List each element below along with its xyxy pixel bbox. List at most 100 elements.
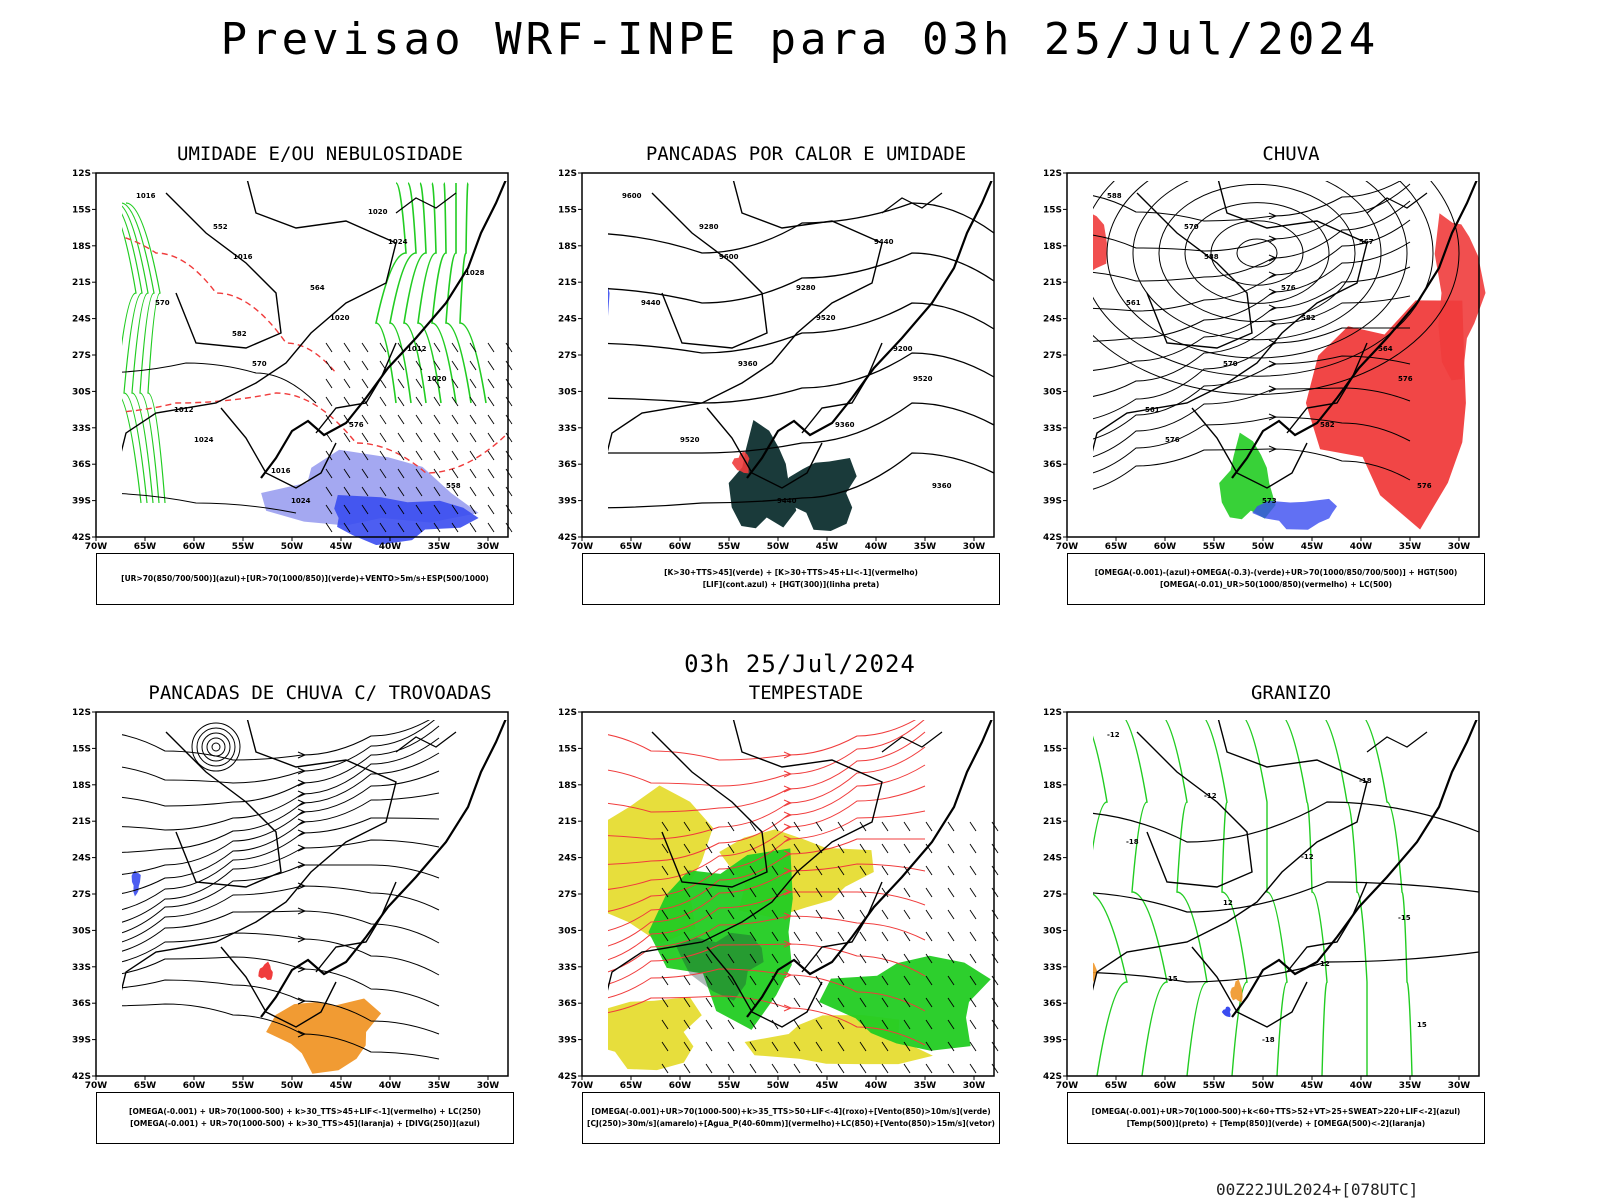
lon-tick-label: 65W — [1105, 1081, 1128, 1091]
wind-vector-850hpa — [991, 997, 999, 1008]
lat-tick-label: 24S — [1043, 854, 1062, 864]
contour-label: 582 — [232, 330, 247, 338]
wind-vector-850hpa — [859, 843, 867, 854]
state-border — [220, 407, 337, 489]
wind-vector-850hpa — [837, 1019, 845, 1030]
state-border — [706, 407, 823, 489]
contour-label: 15 — [1417, 1021, 1427, 1029]
wind-vector — [415, 342, 423, 353]
streamline-arrow — [1268, 212, 1278, 220]
wind-vector-850hpa — [881, 843, 889, 854]
lon-tick-label: 50W — [767, 1081, 790, 1091]
wind-vector-850hpa — [969, 1063, 977, 1074]
wind-vector — [361, 522, 369, 533]
wind-vector — [487, 486, 495, 497]
streamline-850hpa-arrow — [783, 1004, 793, 1012]
wind-vector — [487, 450, 495, 461]
wind-vector-850hpa — [727, 821, 735, 832]
contour-label: 1024 — [194, 436, 214, 444]
jet-circulation-contour — [211, 742, 221, 752]
height-300hpa-contour — [608, 352, 995, 404]
wind-vector-850hpa — [903, 1019, 911, 1030]
wind-vector — [487, 468, 495, 479]
temperature-850hpa-contour — [1093, 735, 1128, 1077]
wind-vector — [487, 522, 495, 533]
wind-vector-850hpa — [969, 1041, 977, 1052]
map-plot: 9600 9600 9520 9520 9520 9440 9440 9440 9360 9360… — [558, 169, 995, 552]
streamline-850hpa-arrow — [783, 888, 793, 896]
lon-tick-label: 45W — [330, 542, 353, 552]
contour-label: 1012 — [174, 406, 194, 414]
wind-vector — [325, 504, 333, 515]
wind-vector-850hpa — [727, 1041, 735, 1052]
pressure-contour — [122, 362, 317, 404]
wind-vector — [505, 450, 513, 461]
andes-border — [98, 313, 121, 513]
wind-vector — [469, 522, 477, 533]
lon-tick-label: 65W — [134, 1081, 157, 1091]
wind-vector — [433, 486, 441, 497]
contour-label: 9360 — [835, 421, 855, 429]
legend-line: [UR>70(850/700/500)](azul)+[UR>70(1000/8… — [121, 574, 489, 583]
wind-vector-850hpa — [705, 975, 713, 986]
state-border — [122, 720, 397, 991]
contour-label: -15 — [1165, 975, 1178, 983]
wind-vector — [505, 378, 513, 389]
wind-vector-850hpa — [837, 909, 845, 920]
lat-tick-label: 12S — [1043, 169, 1062, 179]
lon-tick-label: 30W — [963, 542, 986, 552]
thunderstorm-instability-area — [258, 961, 273, 980]
wind-vector — [397, 378, 405, 389]
lat-tick-label: 24S — [72, 315, 91, 325]
humidity-mid-levels-core — [334, 495, 479, 545]
streamline — [1093, 416, 1411, 474]
streamline-arrow — [1268, 271, 1278, 279]
wind-vector — [487, 360, 495, 371]
wind-vector — [343, 342, 351, 353]
streamline-250hpa-arrow — [297, 799, 307, 807]
wind-vector — [433, 450, 441, 461]
wind-vector — [433, 522, 441, 533]
lon-tick-label: 50W — [1252, 542, 1275, 552]
wind-vector-850hpa — [705, 1063, 713, 1074]
lat-tick-label: 36S — [558, 460, 577, 470]
temperature-850hpa-contour — [1165, 720, 1208, 1077]
wind-vector-850hpa — [969, 953, 977, 964]
state-border — [608, 720, 883, 991]
contour-label: 9280 — [796, 284, 816, 292]
panel-title: PANCADAS POR CALOR E UMIDADE — [645, 143, 967, 165]
contour-label: 1020 — [330, 314, 350, 322]
wind-vector-850hpa — [771, 1019, 779, 1030]
wind-vector-850hpa — [683, 909, 691, 920]
wind-vector — [433, 378, 441, 389]
lat-tick-label: 36S — [72, 460, 91, 470]
wind-vector-850hpa — [749, 953, 757, 964]
lon-tick-label: 70W — [1056, 542, 1079, 552]
wind-vector — [433, 360, 441, 371]
contour-label: 9440 — [777, 497, 797, 505]
forecast-panel: TEMPESTADE 12S 15S 18S 21S 24S 27S 30S 33S 36S 39S… — [556, 682, 1056, 1152]
contour-label: -12 — [1204, 792, 1217, 800]
wind-vector-850hpa — [771, 1041, 779, 1052]
wind-vector-850hpa — [727, 997, 735, 1008]
andes-border — [584, 852, 607, 1052]
lon-tick-label: 35W — [914, 542, 937, 552]
wind-vector-850hpa — [925, 1019, 933, 1030]
lon-tick-label: 40W — [865, 1081, 888, 1091]
wind-vector-850hpa — [925, 887, 933, 898]
height-500hpa-contour — [1093, 181, 1434, 377]
streamline-850hpa — [608, 943, 926, 985]
height-300hpa-contour — [608, 252, 995, 304]
streamline-850hpa-arrow — [783, 940, 793, 948]
streamline-850hpa-arrow — [783, 912, 793, 920]
contour-label: 9520 — [816, 314, 836, 322]
wind-vector — [343, 450, 351, 461]
wind-vector — [397, 360, 405, 371]
wind-vector-850hpa — [727, 931, 735, 942]
lat-tick-label: 27S — [72, 351, 91, 361]
wind-vector-850hpa — [859, 997, 867, 1008]
wind-vector — [505, 522, 513, 533]
wind-vector — [469, 432, 477, 443]
